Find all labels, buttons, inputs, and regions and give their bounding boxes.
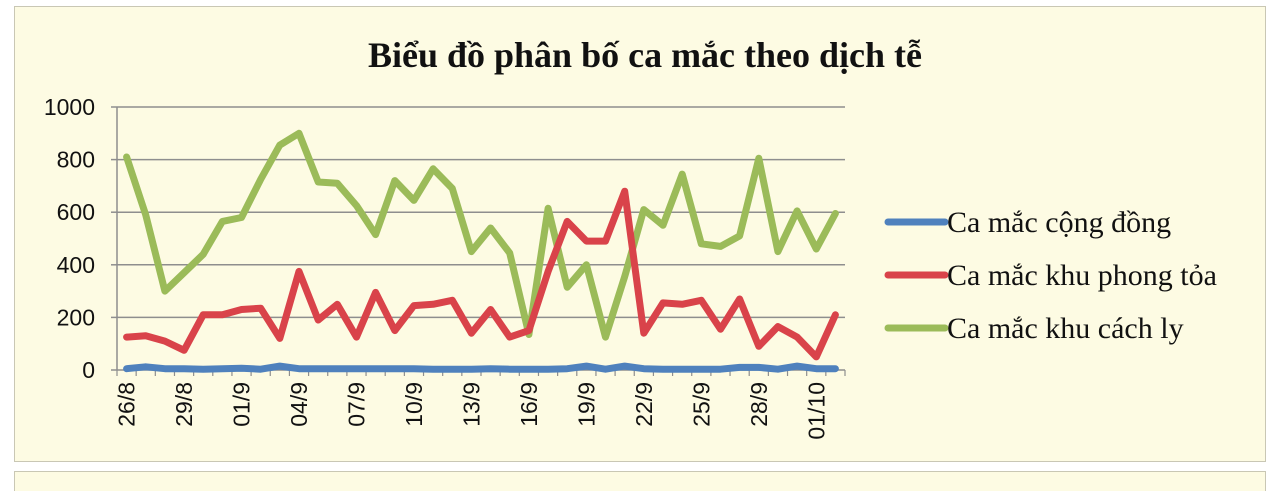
x-tick-label: 29/8 [171,382,197,427]
x-tick-label: 07/9 [343,382,369,427]
x-tick-label: 10/9 [401,382,427,427]
x-tick-label: 13/9 [458,382,484,427]
x-tick-label: 01/9 [229,382,255,427]
series-lines [123,129,839,373]
legend-label: Ca mắc khu phong tỏa [947,259,1217,292]
x-tick-label: 19/9 [573,382,599,427]
x-tick-label: 04/9 [286,382,312,427]
lower-panel [14,471,1266,491]
legend-label: Ca mắc khu cách ly [947,312,1184,345]
x-tick-label: 28/9 [746,382,772,427]
x-tick-label: 01/10 [803,382,829,440]
y-tick-label: 400 [57,252,95,278]
y-tick-label: 1000 [44,94,95,120]
y-tick-label: 0 [82,357,95,383]
x-tick-label: 25/9 [688,382,714,427]
x-tick-label: 22/9 [631,382,657,427]
chart-title: Biểu đồ phân bố ca mắc theo dịch tễ [368,35,922,75]
series-line-1 [123,187,839,361]
legend: Ca mắc cộng đồng Ca mắc khu phong tỏa Ca m… [884,206,1217,345]
series-line-2 [123,129,839,341]
y-tick-label: 600 [57,199,95,225]
x-tick-label: 26/8 [114,382,140,427]
grid-lines [111,106,846,376]
y-tick-label: 200 [57,304,95,330]
y-tick-label: 800 [57,147,95,173]
y-axis-ticks: 0 200 400 600 800 1000 [44,94,95,383]
series-line-0 [123,362,839,373]
x-axis-ticks: 26/8 29/8 01/9 04/9 07/9 10/9 13/9 16/9 19/9 22/9… [114,382,830,440]
x-tick-label: 16/9 [516,382,542,427]
legend-label: Ca mắc cộng đồng [947,206,1171,239]
